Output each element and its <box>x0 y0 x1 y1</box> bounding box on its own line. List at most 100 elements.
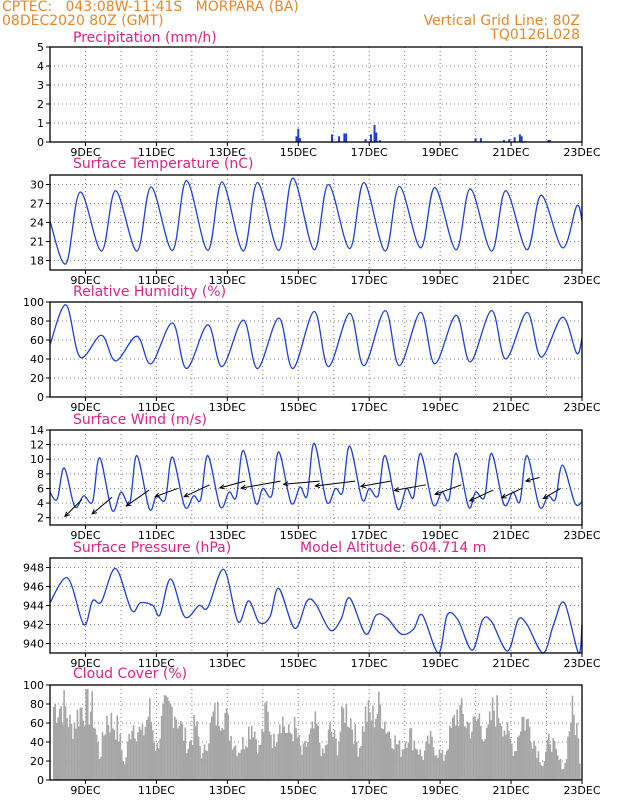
cloud-bar <box>293 716 296 780</box>
y-tick-label: 30 <box>30 179 44 192</box>
y-tick-label: 2 <box>37 512 44 525</box>
cloud-bar <box>264 703 266 780</box>
y-tick-label: 60 <box>30 334 44 347</box>
y-tick-label: 40 <box>30 353 44 366</box>
x-tick-label: 19DEC <box>422 401 459 414</box>
y-tick-label: 24 <box>30 217 44 230</box>
cloud-bar <box>295 728 297 780</box>
cloud-bar <box>63 690 65 780</box>
cloud-bar <box>502 736 504 780</box>
cloud-bar <box>342 708 345 780</box>
wind-arrow <box>469 489 494 502</box>
cloud-bar <box>413 740 416 780</box>
cloud-bar <box>550 751 553 780</box>
series-line <box>49 304 583 370</box>
cloud-bar <box>503 730 506 780</box>
x-tick-label: 19DEC <box>422 274 459 287</box>
cloud-bar <box>131 730 133 780</box>
cloud-bar <box>417 754 420 780</box>
cloud-bar <box>103 735 105 780</box>
precip-bar <box>520 136 523 142</box>
cloud-bar <box>97 742 99 780</box>
precip-bar <box>479 138 482 142</box>
precip-bar <box>345 133 348 142</box>
cloud-bar <box>305 746 308 780</box>
x-tick-label: 21DEC <box>493 784 530 797</box>
cloud-bar <box>163 695 166 780</box>
cloud-bar <box>159 738 161 780</box>
cloud-bar <box>200 758 203 780</box>
cloud-bar <box>437 757 439 780</box>
wind-arrow-head <box>183 492 190 498</box>
wind-arrow <box>501 488 522 499</box>
cloud-bar <box>70 723 73 780</box>
cloud-bar <box>571 695 574 780</box>
wind-arrow-head <box>218 484 225 490</box>
cloud-bar <box>106 715 108 780</box>
wind-arrow <box>360 480 391 487</box>
cloud-bar <box>95 734 98 780</box>
cloud-bar <box>555 749 557 780</box>
cloud-bar <box>143 735 145 780</box>
cloud-bar <box>250 725 253 780</box>
x-tick-label: 19DEC <box>422 657 459 670</box>
cloud-bar <box>100 756 102 780</box>
cloud-bar <box>181 723 184 780</box>
cloud-bar <box>540 765 543 780</box>
x-tick-label: 15DEC <box>280 529 317 542</box>
x-tick-label: 17DEC <box>351 146 388 159</box>
cloud-bar <box>459 705 461 780</box>
precip-bar <box>378 140 381 142</box>
cloud-bar <box>109 732 111 780</box>
cloud-bar <box>373 727 376 780</box>
cloud-bar <box>369 712 371 780</box>
cloud-bar <box>553 740 556 780</box>
wind-arrow-head <box>240 484 247 490</box>
cloud-bar <box>193 714 195 780</box>
cloud-bar <box>333 730 336 780</box>
cloud-bar <box>215 725 218 780</box>
cloud-bar <box>431 736 433 780</box>
cloud-bar <box>265 701 268 780</box>
header-model: TQ0126L028 <box>490 27 580 43</box>
cloud-bar <box>432 747 435 780</box>
cloud-bar <box>197 736 200 780</box>
x-tick-label: 13DEC <box>209 657 246 670</box>
cloud-bar <box>360 745 362 780</box>
cloud-bar <box>543 761 546 780</box>
precip-bar <box>518 134 521 142</box>
cloud-bar <box>304 740 306 780</box>
x-tick-label: 11DEC <box>138 784 175 797</box>
cloud-bar <box>55 722 58 780</box>
cloud-bar <box>454 725 457 780</box>
cloud-bar <box>559 758 562 780</box>
cloud-bar <box>262 731 265 780</box>
y-tick-label: 0 <box>37 774 44 787</box>
x-tick-label: 13DEC <box>209 529 246 542</box>
cloud-bar <box>64 706 67 780</box>
cloud-bar <box>339 731 342 780</box>
cloud-bar <box>579 763 581 780</box>
cloud-bar <box>320 756 323 780</box>
cloud-bar <box>317 725 320 780</box>
cloud-bar <box>493 710 495 780</box>
precip-bar <box>502 140 505 142</box>
cloud-bar <box>123 764 126 780</box>
cloud-bar <box>321 748 324 780</box>
cloud-bar <box>86 688 89 780</box>
y-tick-label: 3 <box>37 79 44 92</box>
cloud-bar <box>335 738 337 780</box>
x-tick-label: 19DEC <box>422 784 459 797</box>
panel-frame <box>49 301 583 398</box>
cloud-bar <box>151 730 154 780</box>
cloud-bar <box>129 739 132 780</box>
cloud-bar <box>280 733 283 780</box>
wind-arrow-head <box>434 490 441 496</box>
cloud-bar <box>394 735 396 780</box>
cloud-bar <box>446 750 448 780</box>
cloud-bar <box>480 725 482 780</box>
cloud-bar <box>521 716 524 780</box>
cloud-bar <box>475 721 478 780</box>
cloud-bar <box>395 744 398 780</box>
